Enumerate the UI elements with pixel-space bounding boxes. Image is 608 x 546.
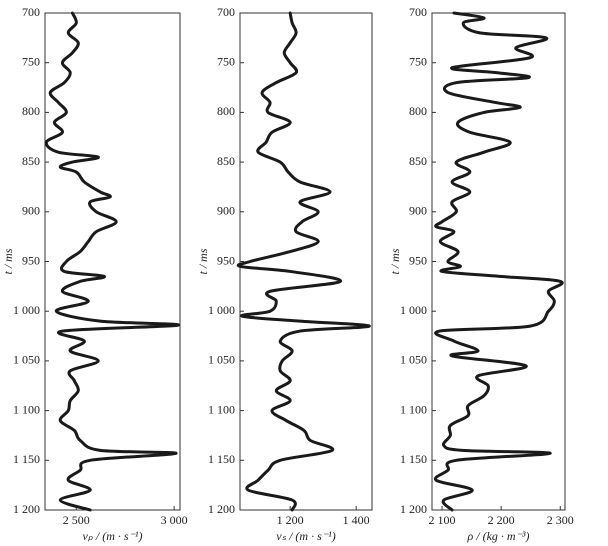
y-tick-label: 1 050 xyxy=(400,353,427,367)
x-axis-label: ρ / (kg · m⁻³) xyxy=(466,529,529,543)
log-curve xyxy=(433,11,564,512)
y-tick-label: 1 200 xyxy=(208,502,235,516)
plot-frame xyxy=(431,12,566,511)
y-tick-label: 700 xyxy=(409,5,427,19)
y-tick-label: 700 xyxy=(22,5,40,19)
x-tick-label: 3 000 xyxy=(161,513,188,527)
log-curve xyxy=(44,11,180,512)
y-tick-label: 1 150 xyxy=(208,452,235,466)
y-tick-label: 900 xyxy=(217,204,235,218)
y-tick-label: 850 xyxy=(409,154,427,168)
log-curve xyxy=(236,11,371,512)
y-tick-label: 1 100 xyxy=(400,402,427,416)
x-tick-label: 2 500 xyxy=(63,513,90,527)
y-tick-label: 850 xyxy=(22,154,40,168)
y-tick-label: 1 150 xyxy=(13,452,40,466)
y-tick-label: 1 200 xyxy=(13,502,40,516)
y-tick-label: 800 xyxy=(409,104,427,118)
x-axis-label: vₛ / (m · s⁻¹) xyxy=(276,529,335,543)
y-tick-label: 800 xyxy=(217,104,235,118)
y-tick-label: 1 000 xyxy=(400,303,427,317)
x-axis-label: vₚ / (m · s⁻¹) xyxy=(82,529,142,543)
y-tick-label: 1 150 xyxy=(400,452,427,466)
y-tick-label: 900 xyxy=(409,204,427,218)
y-tick-label: 1 100 xyxy=(13,402,40,416)
y-axis-label: t / ms xyxy=(196,248,210,274)
y-tick-label: 1 000 xyxy=(208,303,235,317)
y-tick-label: 1 100 xyxy=(208,402,235,416)
y-axis-label: t / ms xyxy=(388,248,402,274)
y-tick-label: 950 xyxy=(217,253,235,267)
y-tick-label: 1 200 xyxy=(400,502,427,516)
y-tick-label: 1 050 xyxy=(13,353,40,367)
y-tick-label: 750 xyxy=(409,54,427,68)
y-tick-label: 850 xyxy=(217,154,235,168)
x-tick-label: 1 400 xyxy=(343,513,370,527)
y-tick-label: 1 050 xyxy=(208,353,235,367)
y-tick-label: 800 xyxy=(22,104,40,118)
y-tick-label: 750 xyxy=(22,54,40,68)
y-tick-label: 950 xyxy=(22,253,40,267)
x-tick-label: 1 200 xyxy=(277,513,304,527)
x-tick-label: 2 100 xyxy=(429,513,456,527)
y-tick-label: 900 xyxy=(22,204,40,218)
y-tick-label: 750 xyxy=(217,54,235,68)
y-axis-label: t / ms xyxy=(1,248,15,274)
x-tick-label: 2 200 xyxy=(488,513,515,527)
x-tick-label: 2 300 xyxy=(547,513,574,527)
y-tick-label: 1 000 xyxy=(13,303,40,317)
y-tick-label: 950 xyxy=(409,253,427,267)
y-tick-label: 700 xyxy=(217,5,235,19)
